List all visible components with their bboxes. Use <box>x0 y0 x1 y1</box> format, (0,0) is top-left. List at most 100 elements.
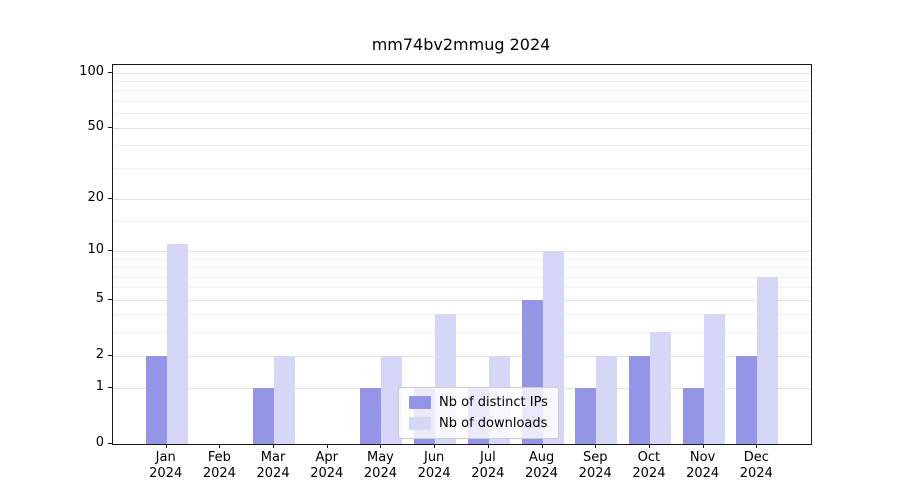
y-tick-mark <box>108 298 112 300</box>
x-tick-month: Sep <box>582 450 608 465</box>
gridline-minor <box>113 267 811 269</box>
y-tick-mark <box>108 71 112 73</box>
chart-title: mm74bv2mmug 2024 <box>371 35 551 54</box>
gridline-minor <box>113 80 811 82</box>
x-tick-label: Jan 2024 <box>131 450 201 482</box>
legend-label-distinct-ips: Nb of distinct IPs <box>439 395 548 410</box>
legend-label-downloads: Nb of downloads <box>439 416 548 431</box>
bar-distinct-ips <box>360 388 382 444</box>
x-tick-mark <box>702 444 704 448</box>
gridline-minor <box>113 276 811 278</box>
x-tick-label: Nov 2024 <box>668 450 738 482</box>
bar-distinct-ips <box>736 355 758 444</box>
x-tick-label: Oct 2024 <box>614 450 684 482</box>
x-tick-month: Dec <box>743 450 769 465</box>
legend-swatch-distinct-ips <box>409 396 431 409</box>
x-tick-year: 2024 <box>417 466 451 481</box>
bar-downloads <box>703 314 725 444</box>
gridline-minor <box>113 145 811 147</box>
gridline-minor <box>113 113 811 115</box>
y-tick-mark <box>108 443 112 444</box>
x-tick-year: 2024 <box>471 466 505 481</box>
x-tick-label: Jul 2024 <box>453 450 523 482</box>
y-tick-mark <box>108 354 112 356</box>
gridline-major <box>113 251 811 253</box>
x-tick-month: Oct <box>637 450 661 465</box>
bar-downloads <box>649 332 671 444</box>
x-tick-mark <box>165 444 167 448</box>
legend-swatch-downloads <box>409 417 431 430</box>
bar-downloads <box>596 355 618 444</box>
x-tick-year: 2024 <box>202 466 236 481</box>
gridline-minor <box>113 287 811 289</box>
x-tick-month: Feb <box>207 450 231 465</box>
x-tick-label: Dec 2024 <box>721 450 791 482</box>
gridline-minor <box>113 220 811 222</box>
x-tick-mark <box>541 444 543 448</box>
x-tick-month: Jun <box>423 450 445 465</box>
x-tick-mark <box>434 444 436 448</box>
x-tick-month: Jan <box>155 450 176 465</box>
y-tick-mark <box>108 197 112 199</box>
x-tick-label: May 2024 <box>345 450 415 482</box>
x-tick-mark <box>219 444 221 448</box>
x-tick-label: Sep 2024 <box>560 450 630 482</box>
x-tick-mark <box>756 444 758 448</box>
gridline-minor <box>113 332 811 334</box>
bar-downloads <box>757 276 779 444</box>
x-tick-month: Jul <box>480 450 496 465</box>
bar-downloads <box>166 244 188 444</box>
gridline-minor <box>113 167 811 169</box>
x-tick-month: Aug <box>528 450 555 465</box>
x-tick-month: May <box>367 450 394 465</box>
bar-distinct-ips <box>145 355 167 444</box>
y-tick-mark <box>108 250 112 252</box>
bar-downloads <box>274 355 296 444</box>
x-tick-year: 2024 <box>310 466 344 481</box>
gridline-minor <box>113 100 811 102</box>
x-tick-label: Apr 2024 <box>292 450 362 482</box>
bar-downloads <box>381 355 403 444</box>
gridline-major <box>113 72 811 74</box>
bar-distinct-ips <box>628 355 650 444</box>
y-tick-label: 50 <box>87 118 104 134</box>
y-tick-mark <box>108 387 112 389</box>
x-tick-year: 2024 <box>578 466 612 481</box>
x-tick-mark <box>595 444 597 448</box>
x-tick-year: 2024 <box>256 466 290 481</box>
bar-distinct-ips <box>575 388 597 444</box>
x-tick-mark <box>487 444 489 448</box>
gridline-minor <box>113 90 811 92</box>
x-tick-year: 2024 <box>632 466 666 481</box>
legend-item-downloads: Nb of downloads <box>409 416 548 431</box>
x-tick-year: 2024 <box>739 466 773 481</box>
y-tick-label: 10 <box>87 242 104 258</box>
x-tick-month: Apr <box>315 450 339 465</box>
x-tick-label: Jun 2024 <box>399 450 469 482</box>
bar-distinct-ips <box>682 388 704 444</box>
gridline-major <box>113 355 811 357</box>
x-tick-year: 2024 <box>149 466 183 481</box>
gridline-minor <box>113 314 811 316</box>
y-tick-label: 2 <box>95 346 104 362</box>
x-tick-year: 2024 <box>524 466 559 481</box>
gridline-major <box>113 198 811 200</box>
x-tick-mark <box>648 444 650 448</box>
x-tick-month: Mar <box>260 450 286 465</box>
x-tick-mark <box>380 444 382 448</box>
y-tick-label: 20 <box>87 189 104 205</box>
legend: Nb of distinct IPs Nb of downloads <box>398 387 559 439</box>
gridline-minor <box>113 258 811 260</box>
y-tick-label: 0 <box>95 435 104 450</box>
x-tick-label: Aug 2024 <box>507 450 577 482</box>
y-tick-label: 5 <box>95 290 104 306</box>
gridline-major <box>113 127 811 129</box>
x-tick-mark <box>273 444 275 448</box>
legend-item-distinct-ips: Nb of distinct IPs <box>409 395 548 410</box>
y-tick-label: 100 <box>79 63 104 79</box>
x-tick-label: Feb 2024 <box>184 450 254 482</box>
y-tick-mark <box>108 126 112 128</box>
x-tick-mark <box>326 444 328 448</box>
x-tick-label: Mar 2024 <box>238 450 308 482</box>
